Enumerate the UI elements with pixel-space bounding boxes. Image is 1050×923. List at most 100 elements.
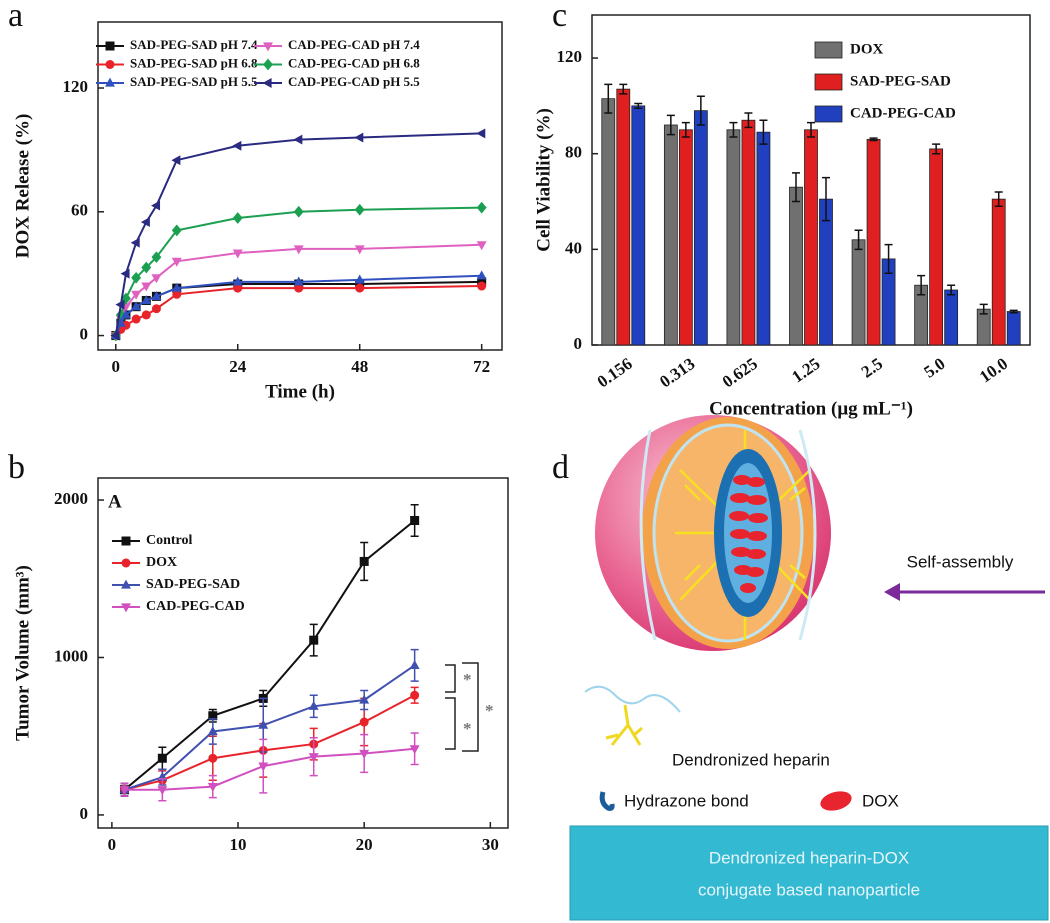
marker [141,295,152,305]
legend-label: Dendronized heparin [672,750,830,769]
legend-marker [121,579,131,589]
marker [171,224,182,237]
marker [477,281,487,291]
legend-marker [121,536,131,546]
bar [804,129,818,346]
error-bar [666,114,675,136]
x-tick-label: 0 [108,835,117,854]
hydrazone-icon [599,791,615,811]
error-bar [917,274,926,296]
y-axis-label: Tumor Volume (mm³) [12,565,33,741]
error-bar [1009,309,1018,314]
marker [293,205,304,218]
marker [476,241,487,251]
marker [359,717,369,727]
subtitle: A [108,491,122,512]
y-tick-label: 0 [574,334,583,353]
bar [944,289,959,346]
bar [929,148,944,346]
y-tick-label: 1000 [54,646,88,665]
error-bar [744,112,753,129]
marker [131,271,142,284]
legend-swatch [814,41,843,59]
annotation: * [463,670,472,689]
x-tick-label: 20 [356,835,373,854]
x-tick-label: 10 [230,835,247,854]
dendron-icon [605,704,643,746]
x-tick-label: 72 [473,357,490,376]
y-axis-label: DOX Release (%) [12,114,33,259]
marker [115,309,126,321]
significance-bracket [445,662,479,752]
series-line [115,285,482,337]
x-tick-label: 24 [229,357,247,376]
heparin-icon [584,685,681,713]
nanoparticle-diagram [595,415,831,651]
error-bar [619,83,628,95]
series-line [124,694,416,791]
marker [359,694,370,704]
bar [678,129,693,346]
legend-label: Hydrazone bond [624,791,749,810]
error-bar [884,243,893,275]
marker [171,155,181,166]
legend-marker [263,58,273,71]
caption: conjugate based nanoparticle [698,880,920,899]
marker [151,290,162,300]
caption: Dendronized heparin-DOX [709,848,909,867]
marker [410,516,420,526]
y-tick-label: 80 [565,143,582,162]
panel-label: d [552,449,569,486]
dox-icon [820,791,852,811]
marker [141,310,151,320]
bar [1006,311,1021,346]
x-axis-label: Time (h) [265,381,335,402]
legend-swatch [814,73,843,91]
legend-label: CAD-PEG-CAD [850,105,956,121]
marker [151,251,162,264]
y-tick-label: 2000 [54,489,88,508]
legend-marker [105,77,115,87]
bar [693,110,708,346]
marker [308,700,319,710]
legend-label: CAD-PEG-CAD pH 5.5 [288,74,420,89]
marker [172,289,182,299]
y-tick-label: 40 [565,238,582,257]
plot-frame [97,21,503,351]
marker [354,203,365,216]
legend-label: SAD-PEG-SAD [850,73,951,89]
x-tick-label: 0.156 [594,354,636,392]
legend-label: DOX [146,555,177,570]
y-tick-label: 60 [71,201,88,220]
marker [309,635,319,645]
marker [208,753,218,763]
bar [726,129,741,346]
error-bar [681,121,690,138]
error-bar [994,191,1003,208]
legend-label: SAD-PEG-SAD pH 7.4 [130,37,258,52]
marker [131,301,142,311]
legend-label: SAD-PEG-SAD [146,577,240,592]
error-bar [604,83,613,114]
legend-label: DOX [850,41,884,57]
legend-marker [105,60,115,69]
legend-marker [121,558,131,568]
marker [359,749,370,759]
marker [308,753,319,763]
error-bar [947,284,956,296]
error-bar [869,137,878,142]
x-tick-label: 5.0 [920,354,948,382]
series-line [124,747,415,791]
error-bar [634,102,643,110]
caption-box [569,825,1049,921]
x-tick-label: 0 [112,357,121,376]
x-axis-label: Concentration (μg mL⁻¹) [709,398,913,419]
marker [157,753,167,763]
bar [663,124,678,346]
bar [631,105,646,346]
bar [991,198,1006,346]
marker [120,268,130,279]
legend-marker [262,78,272,88]
marker [354,245,365,255]
marker [294,283,304,293]
